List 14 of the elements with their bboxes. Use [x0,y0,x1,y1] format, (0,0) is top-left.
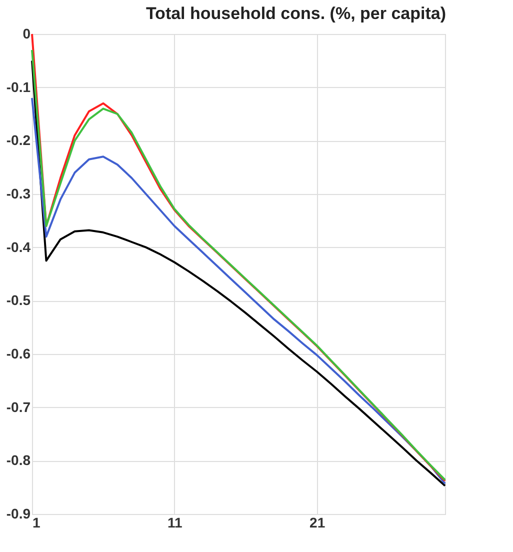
y-tick-label: -0.5 [6,292,31,308]
y-tick-label: -0.7 [6,398,31,415]
y-tick-label: -0.6 [6,346,31,362]
y-tick-label: -0.9 [6,506,31,522]
chart-title: Total household cons. (%, per capita) [146,4,446,23]
x-tick-label: 1 [32,514,40,530]
x-tick-label: 11 [168,514,183,530]
y-tick-label: -0.4 [6,238,31,255]
y-tick-label: -0.2 [6,132,31,148]
y-tick-label: 0 [22,26,31,42]
y-tick-label: -0.3 [6,186,31,202]
y-tick-label: -0.1 [6,78,31,95]
x-tick-label: 21 [310,514,326,530]
y-tick-label: -0.8 [6,452,31,468]
